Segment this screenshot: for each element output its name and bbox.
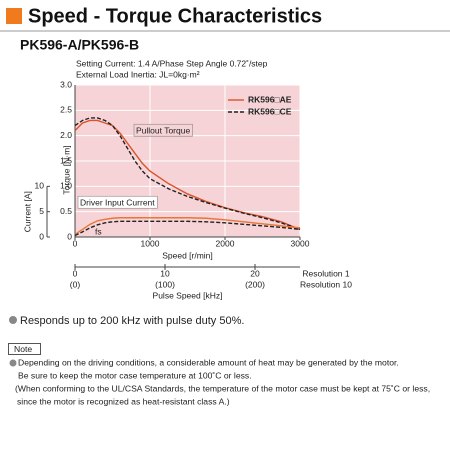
y-axis-label: Torque [N·m]: [61, 145, 71, 194]
bullet: [9, 359, 17, 367]
annotation-box: [133, 123, 193, 137]
condition: Setting Current: 1.4 A/Phase Step Angle …: [76, 58, 268, 68]
legend-label: RK596□CE: [248, 106, 292, 116]
annotation: fs: [95, 226, 102, 236]
y2-tick-label: 5: [39, 206, 44, 216]
x-tick-label: 1000: [141, 238, 160, 248]
x-tick-label: 0: [73, 238, 78, 248]
annotation: Driver Input Current: [80, 197, 155, 207]
x2-tick-label: 0: [73, 268, 78, 278]
condition: External Load Inertia: JL=0kg·m²: [76, 69, 200, 79]
y-tick-label: 1.5: [60, 155, 72, 165]
x2-name: Resolution 1: [302, 268, 350, 278]
annotation: Pullout Torque: [136, 125, 190, 135]
note-box: [8, 343, 41, 355]
note-text: Be sure to keep the motor case temperatu…: [18, 370, 252, 380]
y-tick-label: 0: [67, 231, 72, 241]
bullet: [9, 316, 17, 324]
x3-tick-label: (100): [155, 279, 175, 289]
x3-tick-label: (0): [70, 279, 81, 289]
note-label: Note: [14, 344, 32, 354]
feature-text: Responds up to 200 kHz with pulse duty 5…: [20, 315, 244, 327]
x2-tick-label: 10: [160, 268, 170, 278]
model-name: PK596-A/PK596-B: [20, 37, 139, 53]
page-title: Speed - Torque Characteristics: [28, 5, 322, 27]
x-tick-label: 2000: [216, 238, 235, 248]
x2-tick-label: 20: [250, 268, 260, 278]
current-line: [74, 217, 301, 236]
note-text: Depending on the driving conditions, a c…: [18, 357, 399, 367]
y2-tick-label: 0: [39, 231, 44, 241]
y-tick-label: 0.5: [60, 206, 72, 216]
legend-label: RK596□AE: [248, 94, 292, 104]
y2-axis-label: Current [A]: [22, 191, 32, 232]
y-tick-label: 2.0: [60, 130, 72, 140]
title-icon: [6, 8, 22, 24]
note-text: (When conforming to the UL/CSA Standards…: [15, 383, 430, 393]
x-tick-label: 3000: [291, 238, 310, 248]
y-tick-label: 1.0: [60, 181, 72, 191]
torque-line: [74, 117, 301, 231]
x-axis-label: Speed [r/min]: [162, 250, 213, 260]
x2-axis-label: Pulse Speed [kHz]: [153, 290, 223, 300]
note-text: since the motor is recognized as heat-re…: [17, 396, 230, 406]
y-tick-label: 2.5: [60, 105, 72, 115]
annotation-box: [77, 195, 158, 209]
current-line: [74, 220, 301, 237]
x3-tick-label: (200): [245, 279, 265, 289]
y2-tick-label: 10: [35, 181, 45, 191]
x3-name: Resolution 10: [300, 279, 352, 289]
y-tick-label: 3.0: [60, 79, 72, 89]
